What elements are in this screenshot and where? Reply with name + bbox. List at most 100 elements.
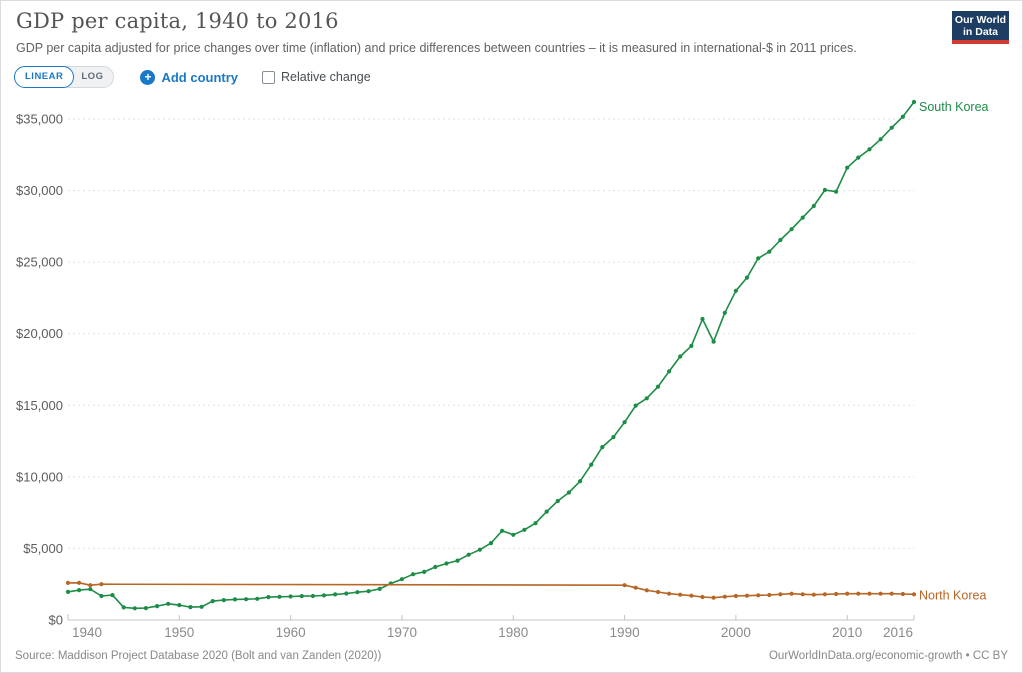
data-point-marker	[867, 147, 872, 152]
relative-change-toggle[interactable]: Relative change	[262, 70, 371, 84]
x-tick-label: 2010	[832, 625, 862, 640]
data-point-marker	[65, 589, 71, 595]
data-point-marker	[633, 585, 638, 590]
owid-logo[interactable]: Our World in Data	[952, 11, 1009, 44]
series-south-korea[interactable]: South Korea	[65, 99, 989, 611]
data-point-marker	[744, 593, 750, 598]
linear-scale-button[interactable]: LINEAR	[14, 66, 75, 88]
data-point-marker	[310, 593, 315, 599]
x-axis-labels: 1940 1950 1960 1970 1980 1990 2000 2010 2016	[72, 625, 913, 640]
plus-icon: +	[140, 69, 156, 85]
data-point-marker	[845, 591, 850, 596]
y-tick-label: $35,000	[16, 112, 63, 127]
y-tick-label: $5,000	[23, 541, 63, 556]
data-point-marker	[834, 189, 839, 194]
data-point-marker	[778, 237, 783, 243]
add-country-button[interactable]: + Add country	[140, 69, 238, 85]
data-point-marker	[244, 597, 249, 602]
data-point-marker	[700, 594, 705, 600]
series-line	[67, 101, 915, 610]
data-point-marker	[277, 594, 282, 599]
series-north-korea[interactable]: North Korea	[65, 580, 987, 603]
data-point-marker	[88, 587, 93, 592]
data-point-marker	[488, 541, 494, 546]
x-tick-label: 1960	[276, 625, 306, 640]
y-tick-label: $10,000	[16, 469, 63, 484]
data-point-marker	[166, 601, 171, 606]
data-point-marker	[800, 592, 805, 597]
data-point-marker	[288, 594, 293, 599]
data-point-marker	[700, 316, 705, 322]
data-point-marker	[199, 604, 204, 609]
relative-change-label: Relative change	[281, 70, 371, 84]
data-point-marker	[756, 593, 761, 598]
data-point-marker	[845, 165, 850, 170]
data-point-marker	[355, 590, 360, 595]
x-tick-label: 2016	[883, 625, 913, 640]
data-point-marker	[678, 592, 683, 597]
x-axis	[67, 614, 915, 621]
data-point-marker	[655, 589, 661, 595]
chart-subtitle: GDP per capita adjusted for price change…	[16, 41, 857, 55]
data-point-marker	[444, 561, 449, 566]
data-point-marker	[99, 593, 104, 599]
data-point-marker	[911, 592, 917, 597]
owid-logo-line1: Our World	[954, 13, 1007, 26]
data-point-marker	[644, 396, 649, 401]
data-point-marker	[455, 558, 460, 563]
data-point-marker	[321, 593, 327, 598]
data-point-marker	[210, 599, 215, 604]
data-point-marker	[221, 598, 226, 603]
data-point-marker	[477, 547, 482, 552]
y-axis-labels: $0 $5,000 $10,000 $15,000 $20,000 $25,000 $30,…	[16, 112, 63, 628]
data-point-marker	[611, 435, 616, 440]
data-point-marker	[500, 528, 505, 533]
data-point-marker	[778, 592, 783, 597]
chart-controls: LINEAR LOG + Add country Relative change	[14, 66, 371, 88]
data-point-marker	[622, 420, 627, 425]
data-point-marker	[411, 572, 416, 577]
data-point-marker	[811, 592, 816, 597]
data-point-marker	[77, 588, 82, 593]
data-point-marker	[900, 114, 906, 119]
y-gridlines	[68, 118, 914, 549]
data-point-marker	[99, 582, 104, 587]
data-point-marker	[121, 605, 126, 610]
data-point-marker	[188, 605, 193, 610]
data-point-marker	[767, 249, 772, 254]
data-point-marker	[911, 99, 917, 105]
data-point-marker	[578, 479, 583, 484]
relative-change-checkbox[interactable]	[262, 70, 276, 84]
data-point-marker	[667, 369, 672, 374]
data-point-marker	[767, 592, 772, 598]
data-point-marker	[399, 577, 404, 582]
credit-note: OurWorldInData.org/economic-growth • CC …	[768, 650, 1008, 662]
data-point-marker	[878, 137, 883, 142]
data-point-marker	[733, 593, 739, 599]
x-tick-label: 1940	[72, 625, 102, 640]
series-end-label: South Korea	[919, 100, 989, 114]
data-point-marker	[800, 215, 805, 220]
data-point-marker	[667, 591, 672, 596]
data-point-marker	[255, 596, 260, 601]
data-point-marker	[655, 384, 661, 389]
data-point-marker	[711, 595, 716, 600]
series-end-label: North Korea	[919, 588, 986, 602]
data-point-marker	[644, 588, 649, 593]
data-point-marker	[689, 593, 694, 598]
data-point-marker	[511, 532, 516, 537]
data-point-marker	[689, 343, 694, 348]
data-point-marker	[856, 591, 861, 596]
data-point-marker	[77, 580, 82, 585]
data-point-marker	[900, 591, 906, 597]
source-note: Source: Maddison Project Database 2020 (…	[15, 650, 382, 662]
data-point-marker	[834, 591, 839, 597]
data-point-marker	[266, 595, 271, 600]
data-point-marker	[856, 155, 861, 160]
data-point-marker	[889, 125, 894, 130]
x-tick-label: 1980	[498, 625, 528, 640]
data-point-marker	[344, 591, 349, 596]
data-point-marker	[878, 591, 883, 596]
